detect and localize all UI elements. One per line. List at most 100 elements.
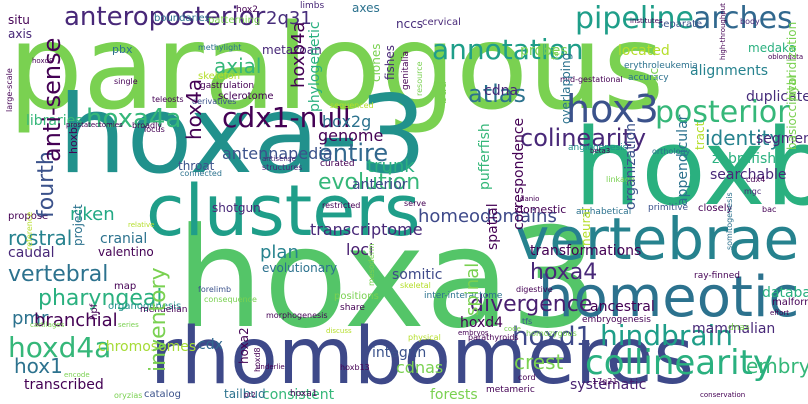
word-map: broadly: [132, 121, 163, 130]
word-appendicular: correspondence: [511, 117, 527, 230]
word-separate: axis: [8, 27, 33, 41]
word-17q21: discuss: [326, 327, 352, 335]
word-tract: embryos: [458, 329, 489, 337]
word-derivatives: sequenced: [330, 101, 374, 110]
word-located: separate: [658, 19, 703, 30]
word-hoxb4a: hybridization: [785, 21, 799, 100]
word-clusters: clusters: [146, 170, 421, 252]
word-cranial: cdx: [198, 337, 223, 353]
word-cdx4: sclerotome: [218, 91, 274, 102]
word-hoxa-3: hoxa-3: [58, 73, 427, 198]
word-annotation: annotation: [432, 33, 584, 66]
word-arches: arches: [693, 1, 793, 36]
word-broadly: curated: [320, 159, 355, 169]
word-hoxa3: hoxa3: [176, 198, 598, 359]
word-rostral: hox4a: [182, 78, 206, 140]
word-consequence: relative: [128, 221, 155, 229]
word-embryos: dnas: [728, 323, 750, 333]
word-situ: duplicate: [746, 89, 808, 105]
word-mesoderm: project: [71, 204, 85, 246]
word-sequenced: mgc: [744, 187, 762, 196]
word-parathyroids: encode: [64, 371, 90, 379]
word-somitogenesis: hoxb: [67, 127, 80, 154]
word-cdna: cranial: [100, 231, 148, 247]
word-searchable: evolutionary: [262, 261, 338, 275]
word-axial: vertebral: [8, 262, 109, 287]
word-skeletal: antisense: [262, 155, 296, 163]
word-homeodomains: crest: [514, 350, 564, 374]
word-limbs: libraries: [26, 113, 83, 129]
word-accuracy: pbx: [112, 43, 133, 56]
word-cdx1-null: cdx1-null: [222, 101, 351, 134]
word-oryzias: share: [340, 303, 365, 313]
word-forelimb: propose: [8, 211, 49, 222]
word-basioccipital: mendelian: [140, 305, 188, 315]
word-genome: trunk: [367, 156, 415, 177]
word-single: 17q21: [592, 377, 618, 386]
word-relative: connected: [180, 169, 222, 178]
word-duplicate: transformations: [530, 243, 642, 259]
word-hox1: identity: [705, 126, 782, 150]
word-genitalia: somitogenesis: [725, 192, 734, 250]
word-vertebral: hoxa4: [530, 260, 598, 285]
word-correspondence: high-throughput: [719, 3, 727, 60]
word-parry: single: [114, 77, 138, 86]
word-serve: linkage: [606, 175, 635, 184]
word-hoxa4: hox2g: [322, 112, 372, 131]
word-alignments: shotgun: [212, 201, 261, 215]
word-cdnas: 2q31: [266, 8, 312, 29]
word-discuss: morphogenesis: [266, 311, 328, 320]
word-erythroleukemia: body: [740, 17, 760, 26]
word-latipes: hoxd9: [32, 57, 54, 65]
word-hoxd1: hoxd1: [512, 322, 593, 352]
word-hoxd8: overlapping: [559, 52, 573, 124]
word-tfs: tailbud: [224, 387, 266, 401]
word-inventory: oblongata: [768, 53, 804, 61]
word-throat: cdna: [484, 83, 519, 99]
word-pt2: map: [114, 281, 137, 292]
word-hox2: throat: [178, 159, 215, 173]
word-fishes: appendicular: [675, 114, 691, 206]
word-database: integrin: [372, 345, 427, 361]
word-collinearity: collinearity: [585, 343, 774, 383]
word-embrys: homeodomains: [418, 206, 557, 227]
word-skeleton: hox2: [236, 5, 258, 15]
word-libraries: probes: [520, 43, 568, 59]
word-axis: segments: [756, 131, 808, 147]
word-hybridization: hoxa2: [237, 327, 251, 364]
word-phylogenetic: neural: [579, 207, 593, 246]
word-nccs: zebrafish: [712, 151, 777, 167]
word-hoxb13: organogenesis: [108, 301, 182, 312]
word-resource: large-scale: [5, 68, 14, 112]
word-closely: accuracy: [628, 73, 669, 83]
word-crest: axial: [214, 54, 262, 78]
word-hindbrain: hindbrain: [600, 319, 734, 352]
word-digestive: oryzias: [114, 391, 143, 400]
word-conservation: physical: [408, 333, 441, 342]
word-hoxa2: bud: [435, 81, 449, 104]
word-systematic: transcriptome: [310, 220, 423, 239]
word-hoxd9: conservation: [700, 391, 746, 399]
word-linkage: gastrulation: [200, 81, 255, 91]
word-patterning: alignments: [690, 63, 769, 79]
word-segments: transcribed: [24, 377, 104, 393]
word-cartilages: derivatives: [192, 97, 237, 106]
word-malformations: embryogenesis: [582, 315, 651, 325]
word-project: clones: [369, 43, 383, 82]
word-hoxc: danio: [520, 195, 540, 203]
word-mammalian: loci: [346, 240, 374, 259]
word-danio: ray-finned: [694, 271, 740, 281]
word-divergence: antennapedia: [222, 144, 333, 163]
word-body: axes: [352, 1, 380, 15]
word-ancestral: plan: [260, 242, 299, 263]
word-2q31: pharyngeal: [38, 286, 163, 311]
word-institutes: code: [504, 325, 521, 333]
word-mgc: located: [618, 43, 670, 59]
word-series: inter-interactome: [424, 291, 503, 301]
word-valentino: hoxd4: [460, 315, 504, 331]
word-shotgun: caudal: [8, 245, 55, 261]
word-rhombomeres: rhombomeres: [150, 312, 695, 402]
word-locus: alphabetical: [576, 207, 632, 217]
word-boundaries: searchable: [710, 167, 787, 183]
